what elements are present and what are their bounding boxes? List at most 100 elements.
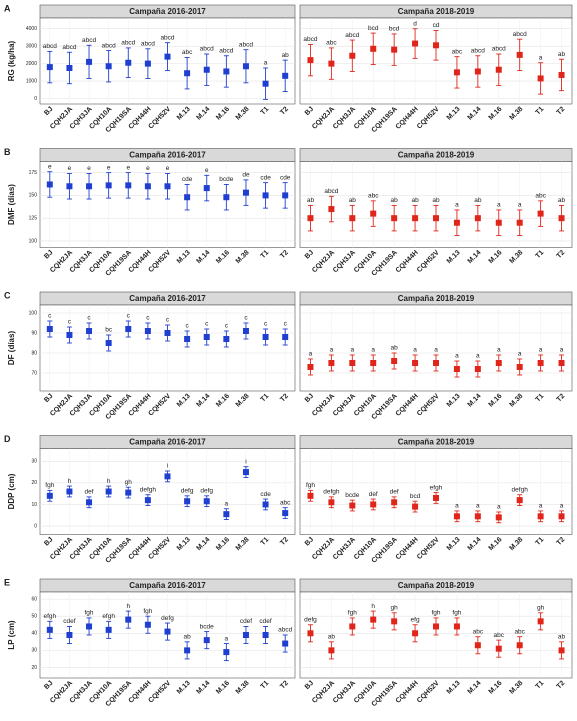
point <box>349 52 356 59</box>
annotation: cd <box>433 22 440 29</box>
y-axis-label: DMF (días) <box>7 184 16 225</box>
point <box>164 330 171 336</box>
point <box>144 60 151 67</box>
point <box>184 70 191 77</box>
annotation: abcd <box>345 32 359 39</box>
point <box>516 497 523 504</box>
x-tick-label: M.14 <box>195 393 211 409</box>
y-tick-label: 125 <box>29 215 38 221</box>
y-tick-label: 1000 <box>26 78 37 84</box>
facet-title: Campaña 2016-2017 <box>129 7 206 16</box>
x-tick-label: M.14 <box>195 536 211 552</box>
annotation: bc <box>105 327 113 334</box>
annotation: abc <box>535 193 546 200</box>
x-tick-label: M.14 <box>467 249 483 265</box>
y-tick-label: 150 <box>29 193 38 199</box>
point <box>453 69 460 76</box>
annotation: abcd <box>121 40 135 47</box>
y-axis-label: LP (cm) <box>7 620 16 650</box>
annotation: fgh <box>85 610 94 617</box>
y-tick-label: 20 <box>31 665 37 671</box>
x-tick-label: M.14 <box>467 393 483 409</box>
annotation: a <box>497 202 501 209</box>
annotation: c <box>146 315 150 322</box>
x-tick-label: M.13 <box>176 536 192 552</box>
x-tick-label: T2 <box>556 536 567 547</box>
annotation: c <box>87 315 91 322</box>
point <box>391 499 398 506</box>
annotation: cdef <box>240 618 252 625</box>
point <box>474 366 481 372</box>
x-tick-label: BJ <box>304 680 315 691</box>
annotation: a <box>560 503 564 510</box>
y-tick-label: 20 <box>31 480 37 486</box>
annotation: abcd <box>219 47 233 54</box>
point <box>184 336 191 342</box>
annotation: gh <box>125 479 133 486</box>
x-tick-label: M.38 <box>235 393 251 409</box>
x-tick-label: CQH52V <box>147 536 172 561</box>
x-tick-label: BJ <box>304 249 315 260</box>
point <box>105 63 112 70</box>
annotation: efgh <box>430 484 443 491</box>
point <box>223 194 230 201</box>
x-tick-label: T2 <box>279 393 290 404</box>
point <box>349 623 356 630</box>
point <box>184 498 191 505</box>
point <box>262 80 269 87</box>
annotation: c <box>166 317 170 324</box>
point <box>349 502 356 509</box>
y-tick-label: 3000 <box>26 43 37 49</box>
annotation: i <box>167 463 168 470</box>
panel-letter: E <box>4 577 10 587</box>
point <box>433 623 439 630</box>
annotation: a <box>497 504 501 511</box>
annotation: ab <box>432 197 440 204</box>
point <box>370 616 377 623</box>
x-tick-label: T1 <box>535 680 546 691</box>
annotation: e <box>126 164 130 171</box>
point <box>144 497 151 504</box>
annotation: abc <box>452 48 463 55</box>
annotation: a <box>560 347 564 354</box>
point <box>66 488 73 495</box>
point <box>516 51 523 58</box>
x-tick-label: M.13 <box>176 680 192 696</box>
point <box>453 623 460 630</box>
point <box>433 42 439 49</box>
point <box>537 75 544 82</box>
x-tick-label: M.38 <box>508 393 524 409</box>
facet-title: Campaña 2018-2019 <box>398 438 475 447</box>
y-tick-label: 175 <box>29 170 38 176</box>
point <box>412 503 419 510</box>
point <box>46 326 53 332</box>
point <box>66 183 73 190</box>
annotation: e <box>205 167 209 174</box>
x-tick-label: M.16 <box>215 106 231 122</box>
point <box>558 513 565 520</box>
point <box>412 40 419 47</box>
point <box>307 492 314 499</box>
point <box>105 340 112 346</box>
x-tick-label: M.14 <box>467 536 483 552</box>
point <box>282 72 289 79</box>
point <box>370 45 377 52</box>
annotation: h <box>371 603 375 610</box>
point <box>516 642 523 649</box>
x-tick-label: M.38 <box>508 680 524 696</box>
annotation: d <box>413 20 417 27</box>
x-tick-label: M.38 <box>235 106 251 122</box>
point <box>46 64 53 71</box>
annotation: abcd <box>303 36 317 43</box>
panel-letter: A <box>4 3 11 13</box>
x-tick-label: T2 <box>279 249 290 260</box>
point <box>203 334 210 340</box>
y-tick-label: 100 <box>29 238 38 244</box>
annotation: c <box>244 315 248 322</box>
facet-title: Campaña 2016-2017 <box>129 438 206 447</box>
point <box>412 215 419 222</box>
point <box>349 215 356 222</box>
annotation: a <box>225 635 229 642</box>
point <box>282 640 289 647</box>
